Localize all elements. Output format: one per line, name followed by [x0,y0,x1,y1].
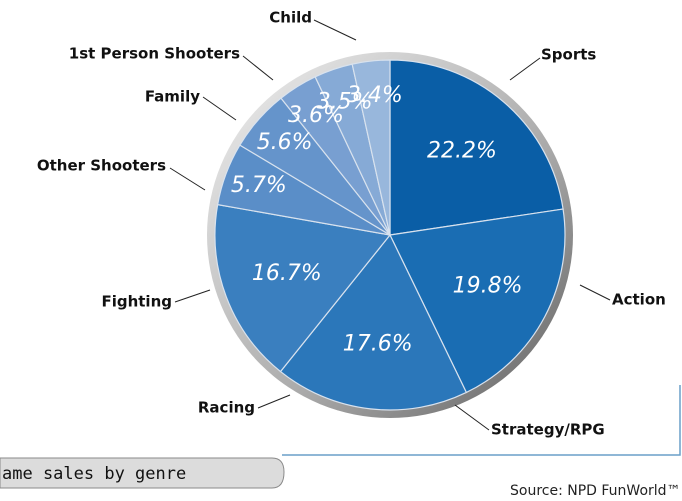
value-label: 3.4% [347,83,403,108]
leader-line [169,167,206,191]
value-label: 22.2% [427,138,497,163]
pie-slice [389,208,566,394]
leader-line [454,404,490,431]
leader-line [242,55,274,81]
value-label: 5.7% [231,173,287,198]
frame-line [282,385,681,456]
leader-line [257,394,291,409]
pie-slice [389,59,564,236]
source: Source: NPD FunWorld™ [510,483,681,499]
pie-slice [214,203,392,373]
leader-line [313,19,357,41]
value-label: 19.8% [453,273,523,298]
pie-slice [351,59,391,236]
category-label: Fighting [101,293,172,311]
category-label: Family [145,88,200,106]
leader-line [509,57,541,81]
category-label: Sports [541,46,596,64]
value-label: 16.7% [252,261,322,286]
value-label: 3.5% [317,90,373,115]
pie-slice [279,233,468,411]
slices [214,59,566,411]
category-label: Other Shooters [37,157,166,175]
value-label: 5.6% [257,130,313,155]
value-label: 17.6% [343,332,413,357]
category-label: Child [269,9,312,27]
caption: ame sales by genre [2,464,186,484]
category-label: Strategy/RPG [491,421,605,439]
leader-line [579,284,611,301]
category-label: Racing [198,399,255,417]
value-label: 3.6% [288,103,344,128]
caption-tab [0,457,285,489]
leader-line [174,289,211,303]
category-label: 1st Person Shooters [69,45,240,63]
leader-line [202,96,237,121]
category-label: Action [612,291,666,309]
